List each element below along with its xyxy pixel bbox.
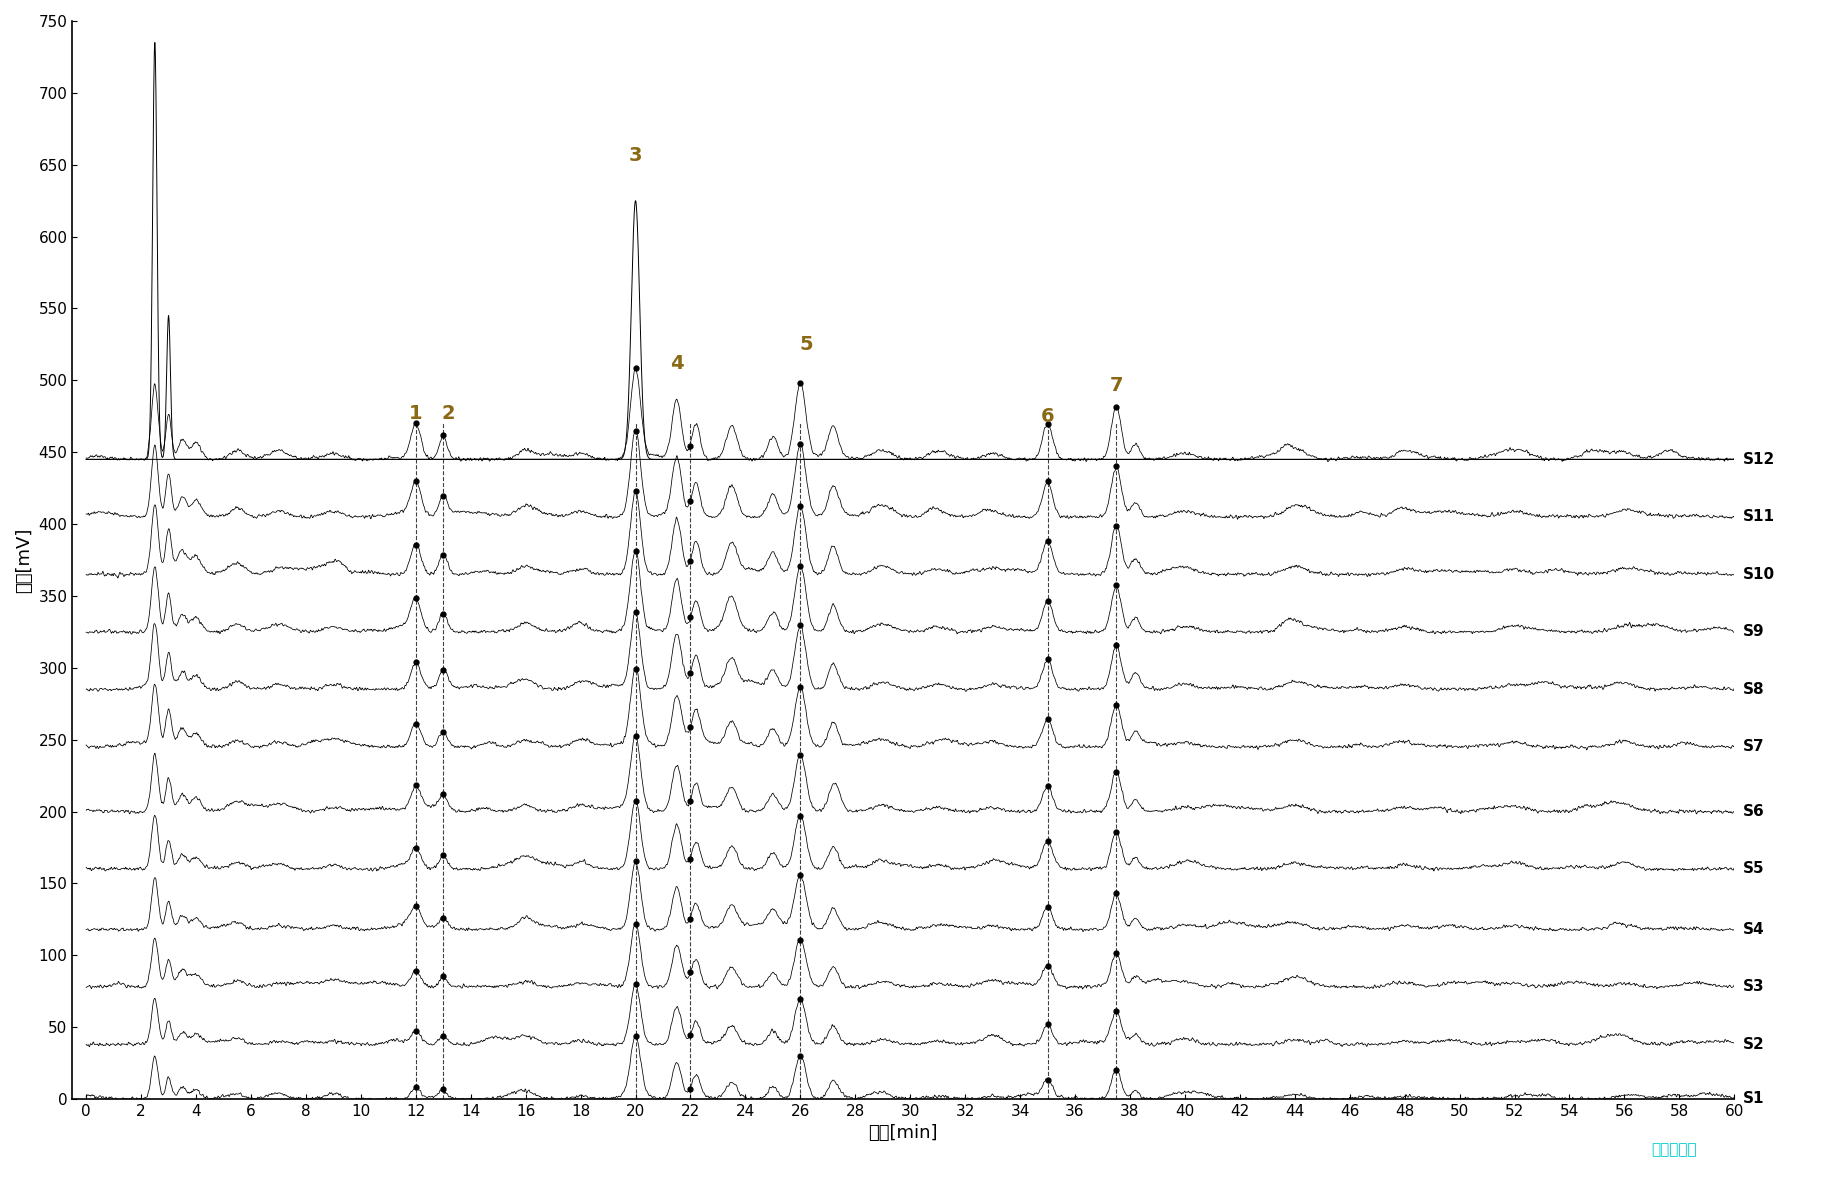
Text: S7: S7 xyxy=(1743,739,1765,755)
Text: 热爱收录库: 热爱收录库 xyxy=(1650,1142,1696,1157)
Text: S8: S8 xyxy=(1743,681,1765,697)
X-axis label: 时间[min]: 时间[min] xyxy=(869,1124,939,1142)
Text: S4: S4 xyxy=(1743,922,1765,937)
Text: 5: 5 xyxy=(798,335,813,354)
Text: S1: S1 xyxy=(1743,1091,1765,1107)
Text: 7: 7 xyxy=(1110,376,1123,394)
Text: S9: S9 xyxy=(1743,625,1765,639)
Text: S2: S2 xyxy=(1743,1037,1765,1052)
Y-axis label: 信号[mV]: 信号[mV] xyxy=(15,527,33,593)
Text: S12: S12 xyxy=(1743,452,1774,466)
Text: 3: 3 xyxy=(629,145,642,164)
Text: S3: S3 xyxy=(1743,979,1765,994)
Text: 6: 6 xyxy=(1040,407,1055,426)
Text: 4: 4 xyxy=(669,354,684,373)
Text: 2: 2 xyxy=(443,404,455,424)
Text: 1: 1 xyxy=(409,404,422,424)
Text: S5: S5 xyxy=(1743,861,1765,876)
Text: S11: S11 xyxy=(1743,509,1774,524)
Text: S6: S6 xyxy=(1743,804,1765,818)
Text: S10: S10 xyxy=(1743,567,1774,582)
